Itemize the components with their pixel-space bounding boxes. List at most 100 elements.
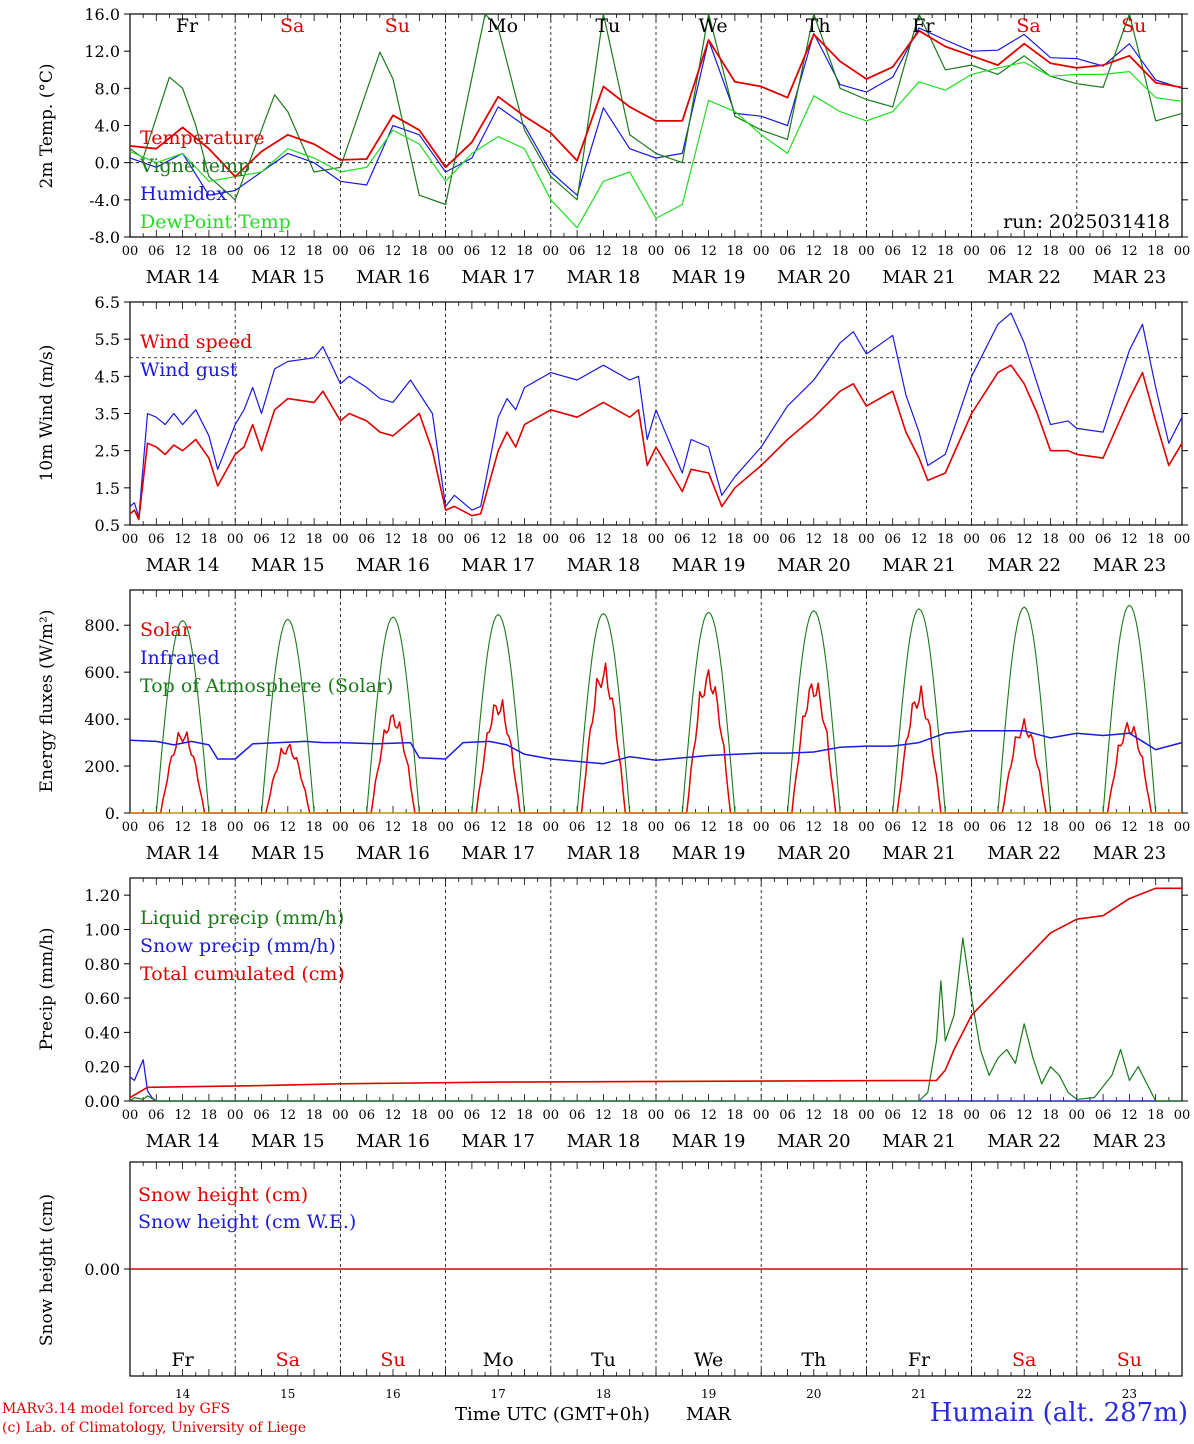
- legend-entry: Top of Atmosphere (Solar): [140, 675, 393, 697]
- hour-tick-label: 18: [1042, 244, 1059, 259]
- hour-tick-label: 06: [779, 820, 796, 835]
- month-label: MAR: [686, 1404, 731, 1425]
- date-label: MAR 15: [251, 267, 325, 288]
- hour-tick-label: 18: [1147, 244, 1164, 259]
- date-label: MAR 15: [251, 843, 325, 864]
- hour-tick-label: 00: [963, 1108, 980, 1123]
- panel-frame: [129, 13, 1183, 238]
- hour-tick-label: 06: [779, 1108, 796, 1123]
- date-label: MAR 15: [251, 1131, 325, 1152]
- date-label: MAR 14: [146, 843, 220, 864]
- y-tick-label: 0.80: [84, 955, 120, 974]
- hour-tick-label: 12: [385, 1108, 402, 1123]
- series-line-total-cumulated: [129, 887, 1182, 1099]
- hour-tick-label: 06: [884, 244, 901, 259]
- day-number: 18: [596, 1387, 611, 1401]
- hour-tick-label: 12: [1016, 244, 1033, 259]
- weekday-label: Mo: [487, 15, 518, 37]
- legend-entry: Snow precip (mm/h): [140, 935, 336, 957]
- hour-tick-label: 06: [990, 1108, 1007, 1123]
- hour-tick-label: 06: [569, 532, 586, 547]
- y-tick-label: 0.00: [84, 1092, 120, 1111]
- hour-tick-label: 06: [253, 1108, 270, 1123]
- hour-tick-label: 06: [464, 820, 481, 835]
- y-tick-label: 800.: [84, 616, 120, 635]
- y-axis-label: Precip (mm/h): [37, 927, 57, 1050]
- date-label: MAR 16: [356, 843, 430, 864]
- hour-tick-label: 00: [753, 820, 770, 835]
- day-number: 16: [385, 1387, 400, 1401]
- hour-tick-label: 18: [937, 532, 954, 547]
- hour-tick-label: 12: [1121, 532, 1138, 547]
- hour-tick-label: 12: [174, 532, 191, 547]
- hour-tick-label: 00: [437, 244, 454, 259]
- hour-tick-label: 06: [148, 532, 165, 547]
- weekday-label: We: [698, 15, 727, 37]
- y-axis-label: 2m Temp. (°C): [37, 63, 57, 188]
- hour-tick-label: 00: [963, 820, 980, 835]
- hour-tick-label: 00: [648, 820, 665, 835]
- hour-tick-label: 18: [411, 532, 428, 547]
- hour-tick-label: 06: [358, 244, 375, 259]
- hour-tick-label: 12: [490, 244, 507, 259]
- legend-entry: Humidex: [140, 183, 227, 205]
- date-label: MAR 19: [672, 1131, 746, 1152]
- hour-tick-label: 18: [621, 1108, 638, 1123]
- hour-tick-label: 12: [700, 820, 717, 835]
- date-label: MAR 20: [777, 1131, 851, 1152]
- hour-tick-label: 12: [1121, 244, 1138, 259]
- y-tick-label: 0.00: [84, 1260, 120, 1279]
- weekday-label: Su: [380, 1349, 405, 1371]
- hour-tick-label: 18: [201, 244, 218, 259]
- hour-tick-label: 12: [700, 244, 717, 259]
- hour-tick-label: 12: [174, 1108, 191, 1123]
- site-title: Humain (alt. 287m): [929, 1398, 1188, 1428]
- hour-tick-label: 12: [806, 820, 823, 835]
- hour-tick-label: 06: [779, 244, 796, 259]
- y-axis-label: Snow height (cm): [37, 1194, 57, 1346]
- hour-tick-label: 06: [464, 244, 481, 259]
- hour-tick-label: 00: [543, 532, 560, 547]
- hour-tick-label: 18: [516, 820, 533, 835]
- y-tick-label: 4.5: [95, 367, 120, 386]
- date-label: MAR 15: [251, 555, 325, 576]
- hour-tick-label: 06: [569, 1108, 586, 1123]
- hour-tick-label: 00: [858, 1108, 875, 1123]
- date-label: MAR 22: [987, 843, 1061, 864]
- hour-tick-label: 00: [753, 244, 770, 259]
- weekday-label: Th: [801, 1349, 826, 1371]
- weekday-label: Su: [1117, 1349, 1142, 1371]
- hour-tick-label: 12: [1016, 820, 1033, 835]
- y-tick-label: 400.: [84, 710, 120, 729]
- hour-tick-label: 18: [201, 532, 218, 547]
- hour-tick-label: 06: [779, 532, 796, 547]
- hour-tick-label: 12: [280, 244, 297, 259]
- hour-tick-label: 12: [490, 820, 507, 835]
- y-tick-label: 0.: [105, 804, 120, 823]
- hour-tick-label: 06: [674, 1108, 691, 1123]
- date-label: MAR 18: [567, 843, 641, 864]
- hour-tick-label: 18: [832, 532, 849, 547]
- series-line-wind-speed: [129, 364, 1183, 521]
- y-tick-label: 600.: [84, 663, 120, 682]
- hour-tick-label: 06: [1095, 820, 1112, 835]
- hour-tick-label: 00: [227, 244, 244, 259]
- date-label: MAR 21: [882, 267, 956, 288]
- hour-tick-label: 18: [937, 244, 954, 259]
- date-label: MAR 17: [461, 1131, 535, 1152]
- hour-tick-label: 06: [358, 532, 375, 547]
- y-tick-label: 200.: [84, 757, 120, 776]
- hour-tick-label: 00: [1069, 1108, 1086, 1123]
- hour-tick-label: 18: [1147, 1108, 1164, 1123]
- hour-tick-label: 06: [253, 244, 270, 259]
- hour-tick-label: 18: [727, 820, 744, 835]
- legend-entry: Wind speed: [140, 331, 252, 353]
- hour-tick-label: 06: [358, 1108, 375, 1123]
- day-number: 20: [806, 1387, 821, 1401]
- credit-line-2: (c) Lab. of Climatology, University of L…: [2, 1420, 307, 1436]
- hour-tick-label: 12: [911, 1108, 928, 1123]
- hour-tick-label: 18: [832, 820, 849, 835]
- hour-tick-label: 06: [884, 820, 901, 835]
- day-number: 15: [280, 1387, 295, 1401]
